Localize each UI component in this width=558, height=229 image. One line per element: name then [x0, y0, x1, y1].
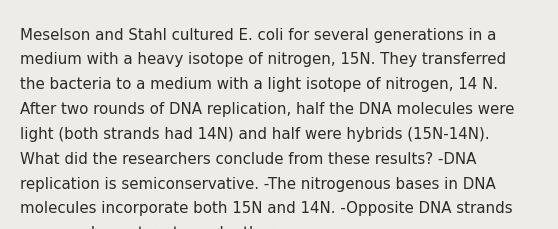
Text: molecules incorporate both 15N and 14N. -Opposite DNA strands: molecules incorporate both 15N and 14N. … — [20, 201, 512, 215]
Text: Meselson and Stahl cultured E. coli for several generations in a: Meselson and Stahl cultured E. coli for … — [20, 27, 496, 42]
Text: medium with a heavy isotope of nitrogen, 15N. They transferred: medium with a heavy isotope of nitrogen,… — [20, 52, 506, 67]
Text: replication is semiconservative. -The nitrogenous bases in DNA: replication is semiconservative. -The ni… — [20, 176, 496, 191]
Text: the bacteria to a medium with a light isotope of nitrogen, 14 N.: the bacteria to a medium with a light is… — [20, 77, 498, 92]
Text: After two rounds of DNA replication, half the DNA molecules were: After two rounds of DNA replication, hal… — [20, 102, 514, 117]
Text: What did the researchers conclude from these results? -DNA: What did the researchers conclude from t… — [20, 151, 476, 166]
Text: are complementary to each other.: are complementary to each other. — [20, 225, 277, 229]
Text: light (both strands had 14N) and half were hybrids (15N-14N).: light (both strands had 14N) and half we… — [20, 126, 489, 141]
